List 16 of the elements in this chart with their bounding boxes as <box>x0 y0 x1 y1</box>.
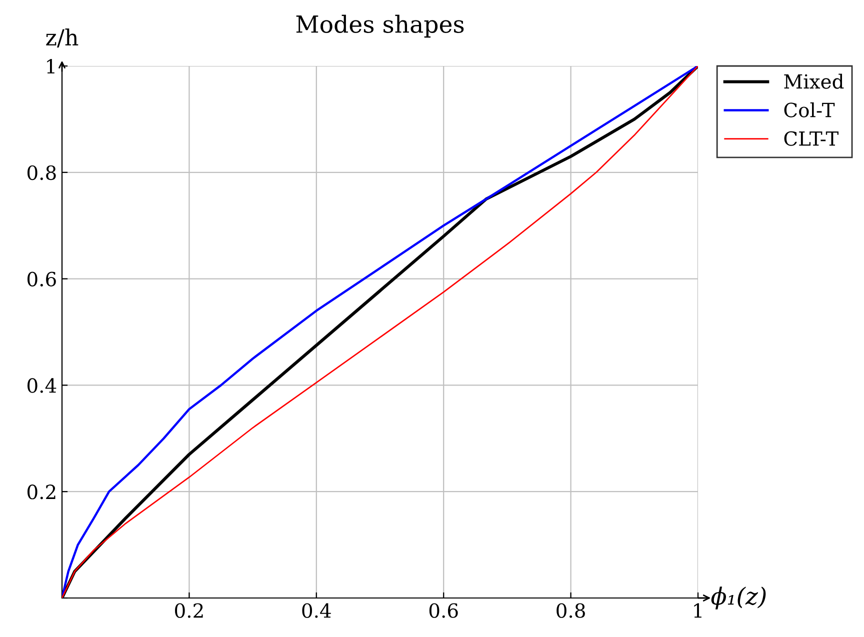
y-tick-label: 0.6 <box>28 272 56 286</box>
x-tick-label: 0.2 <box>175 603 203 618</box>
legend-label: Mixed <box>784 74 844 89</box>
y-tick-label: 1 <box>47 58 54 74</box>
legend-label: CLT-T <box>784 131 839 146</box>
chart-title: Modes shapes <box>296 14 464 38</box>
x-tick-label: 0.8 <box>556 603 585 618</box>
y-axis-title: z/h <box>46 28 78 48</box>
x-axis-title: ϕ₁(z) <box>711 586 766 610</box>
x-tick-label: 0.6 <box>429 603 458 618</box>
x-tick-label: 0.4 <box>302 603 331 618</box>
y-tick-label: 0.2 <box>28 484 56 500</box>
x-tick-label: 1 <box>694 603 702 618</box>
y-tick-label: 0.8 <box>28 165 56 180</box>
legend-label: Col-T <box>784 102 835 118</box>
y-tick-label: 0.4 <box>28 378 56 393</box>
